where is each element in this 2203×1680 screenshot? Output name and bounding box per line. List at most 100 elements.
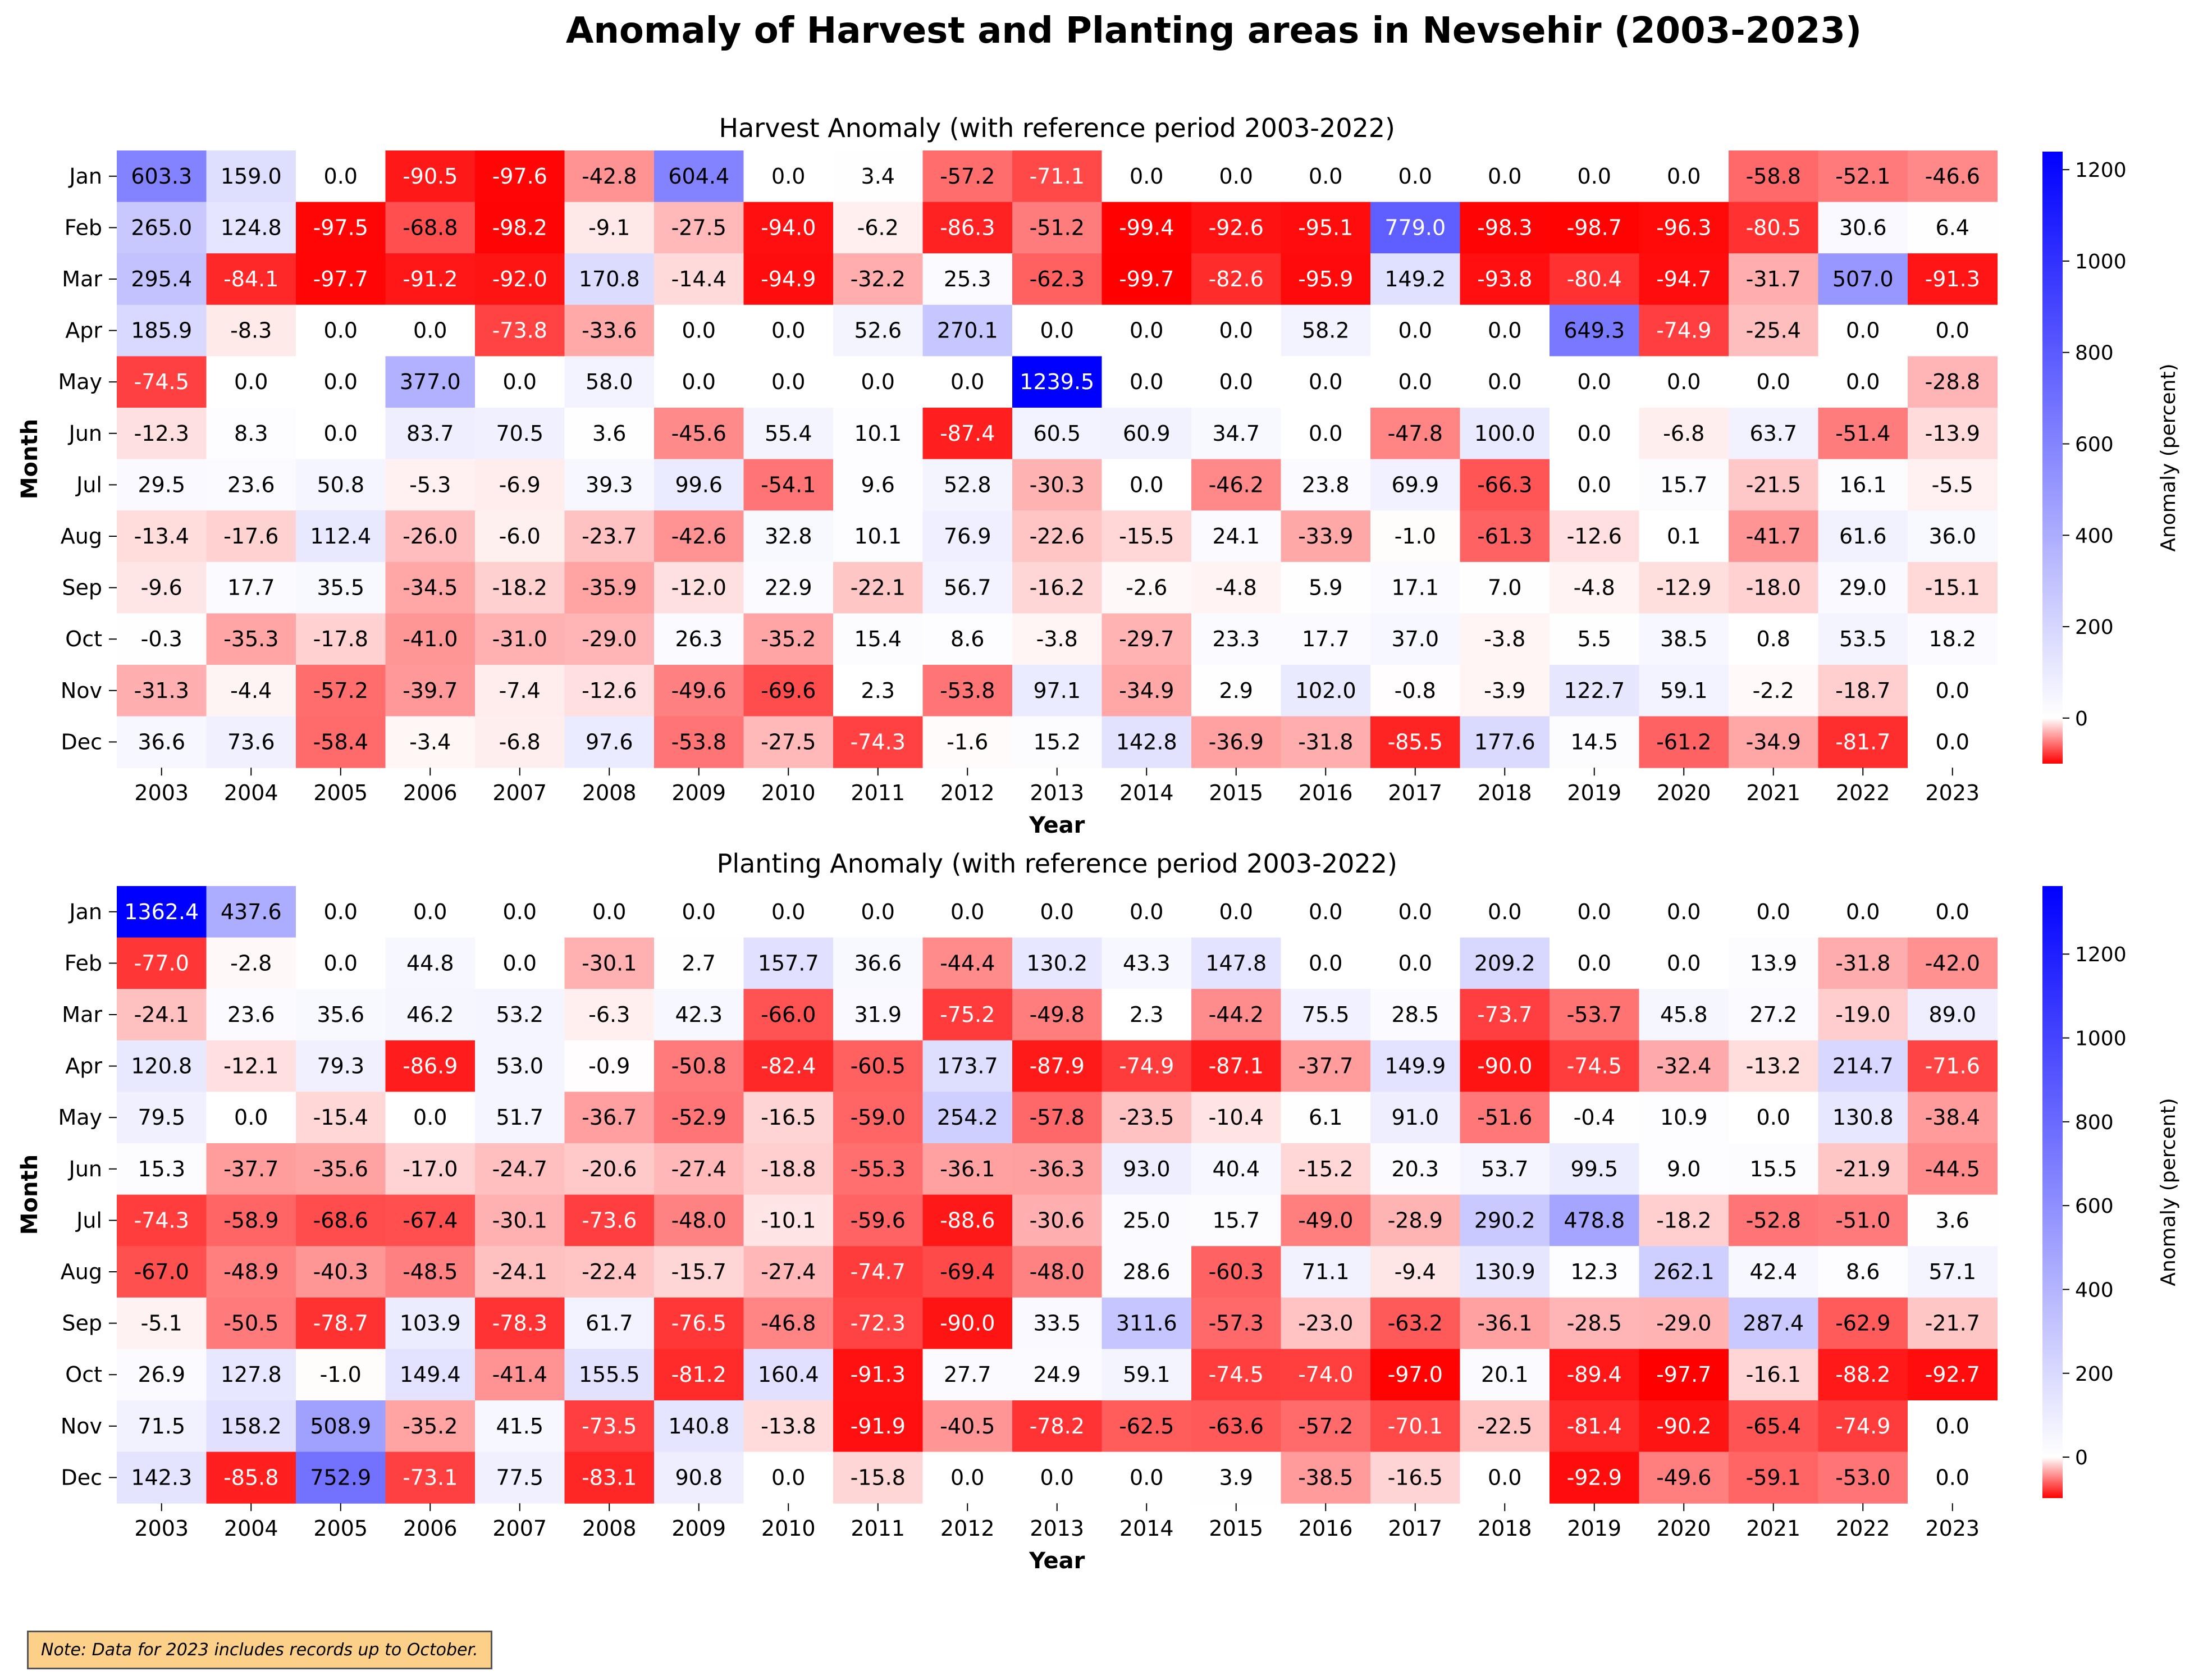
heatmap-cell xyxy=(1908,989,1998,1041)
cell-label: 33.5 xyxy=(1033,1311,1081,1336)
cell-label: -87.1 xyxy=(1209,1054,1264,1079)
cell-label: 159.0 xyxy=(221,164,282,189)
x-tick-label: 2023 xyxy=(1925,1516,1980,1541)
cell-label: 478.8 xyxy=(1564,1208,1625,1232)
heatmap-cell xyxy=(1281,989,1371,1041)
cell-label: -91.3 xyxy=(1925,267,1980,291)
x-tick-label: 2017 xyxy=(1388,1516,1442,1541)
heatmap-cell xyxy=(1908,1143,1998,1195)
cell-label: 603.3 xyxy=(131,164,192,189)
heatmap-cell xyxy=(1191,937,1282,989)
cell-label: -6.0 xyxy=(499,524,541,549)
y-tick-label: May xyxy=(58,369,102,394)
heatmap-cell xyxy=(1908,510,1998,563)
cell-label: 70.5 xyxy=(496,421,543,446)
colorbar-tick-label: 200 xyxy=(2075,1363,2114,1386)
heatmap-cell xyxy=(1818,937,1908,989)
cell-label: 0.0 xyxy=(682,900,716,924)
cell-label: -31.0 xyxy=(492,627,547,651)
cell-label: -69.4 xyxy=(940,1259,995,1284)
cell-label: 44.8 xyxy=(406,951,454,975)
heatmap-cell xyxy=(296,1143,386,1195)
cell-label: 97.6 xyxy=(586,729,633,754)
heatmap-cell xyxy=(1550,937,1640,989)
heatmap-cell xyxy=(1102,202,1192,254)
cell-label: 24.9 xyxy=(1033,1362,1081,1387)
cell-label: 8.6 xyxy=(1846,1259,1880,1284)
cell-label: 0.0 xyxy=(1578,421,1611,446)
cell-label: 0.0 xyxy=(1488,900,1521,924)
heatmap-cell xyxy=(1729,989,1819,1041)
cell-label: -25.4 xyxy=(1746,318,1801,343)
cell-label: -6.9 xyxy=(499,472,541,497)
cell-label: -13.8 xyxy=(761,1414,816,1439)
cell-label: -7.4 xyxy=(499,678,541,703)
heatmap-cell xyxy=(1639,1092,1729,1144)
heatmap-cell xyxy=(1639,613,1729,665)
heatmap-cell xyxy=(206,1451,296,1504)
heatmap-cell xyxy=(1191,1297,1282,1349)
cell-label: 5.5 xyxy=(1578,627,1611,651)
cell-label: 0.0 xyxy=(1309,900,1342,924)
heatmap-cell xyxy=(833,613,924,665)
heatmap-cell xyxy=(1281,1451,1371,1504)
cell-label: 130.8 xyxy=(1832,1105,1894,1130)
cell-label: 0.0 xyxy=(1309,164,1342,189)
heatmap-cell xyxy=(654,356,744,408)
heatmap-cell xyxy=(117,716,207,768)
cell-label: -38.5 xyxy=(1298,1465,1353,1490)
heatmap-cell xyxy=(1908,1297,1998,1349)
heatmap-cell xyxy=(475,356,565,408)
heatmap-cell xyxy=(1550,1246,1640,1298)
heatmap-cell xyxy=(743,1349,834,1401)
heatmap-cell xyxy=(1370,1143,1461,1195)
cell-label: 0.0 xyxy=(1578,900,1611,924)
cell-label: 0.0 xyxy=(1488,318,1521,343)
cell-label: 0.0 xyxy=(1309,951,1342,975)
heatmap-cell xyxy=(296,1400,386,1453)
heatmap-cell xyxy=(564,1194,655,1247)
heatmap-cell xyxy=(1818,253,1908,305)
cell-label: 0.0 xyxy=(682,318,716,343)
cell-label: -3.8 xyxy=(1036,627,1078,651)
heatmap-cell xyxy=(1639,202,1729,254)
heatmap-cell xyxy=(1908,613,1998,665)
cell-label: -1.0 xyxy=(1395,524,1436,549)
heatmap-cell xyxy=(743,886,834,938)
heatmap-cell xyxy=(296,510,386,563)
heatmap-cell xyxy=(475,1400,565,1453)
heatmap-cell xyxy=(922,304,1013,357)
heatmap-cell xyxy=(206,1297,296,1349)
heatmap-cell xyxy=(1370,150,1461,203)
heatmap-cell xyxy=(654,1194,744,1247)
heatmap-cell xyxy=(1102,989,1192,1041)
cell-label: 0.0 xyxy=(771,1465,805,1490)
heatmap-cell xyxy=(1460,253,1550,305)
cell-label: -92.7 xyxy=(1925,1362,1980,1387)
cell-label: 69.9 xyxy=(1391,472,1439,497)
cell-label: -15.4 xyxy=(313,1105,368,1130)
cell-label: 10.1 xyxy=(854,421,902,446)
y-tick-label: Dec xyxy=(61,729,102,754)
heatmap-cell xyxy=(206,202,296,254)
heatmap-cell xyxy=(1818,1349,1908,1401)
cell-label: -97.7 xyxy=(313,267,368,291)
x-tick-label: 2009 xyxy=(671,780,726,805)
heatmap-cell xyxy=(475,150,565,203)
heatmap-cell xyxy=(475,716,565,768)
x-tick-label: 2008 xyxy=(582,780,637,805)
cell-label: -12.6 xyxy=(1567,524,1622,549)
cell-label: 0.0 xyxy=(771,900,805,924)
cell-label: -1.0 xyxy=(320,1362,362,1387)
heatmap-cell xyxy=(833,150,924,203)
cell-label: 29.5 xyxy=(138,472,185,497)
heatmap-cell xyxy=(1818,716,1908,768)
heatmap-cell xyxy=(1729,613,1819,665)
heatmap-cell xyxy=(743,510,834,563)
heatmap-cell xyxy=(833,1246,924,1298)
heatmap-cell xyxy=(1550,202,1640,254)
heatmap-cell xyxy=(475,1349,565,1401)
heatmap-cell xyxy=(743,1040,834,1092)
heatmap-cell xyxy=(922,356,1013,408)
cell-label: -12.6 xyxy=(582,678,637,703)
